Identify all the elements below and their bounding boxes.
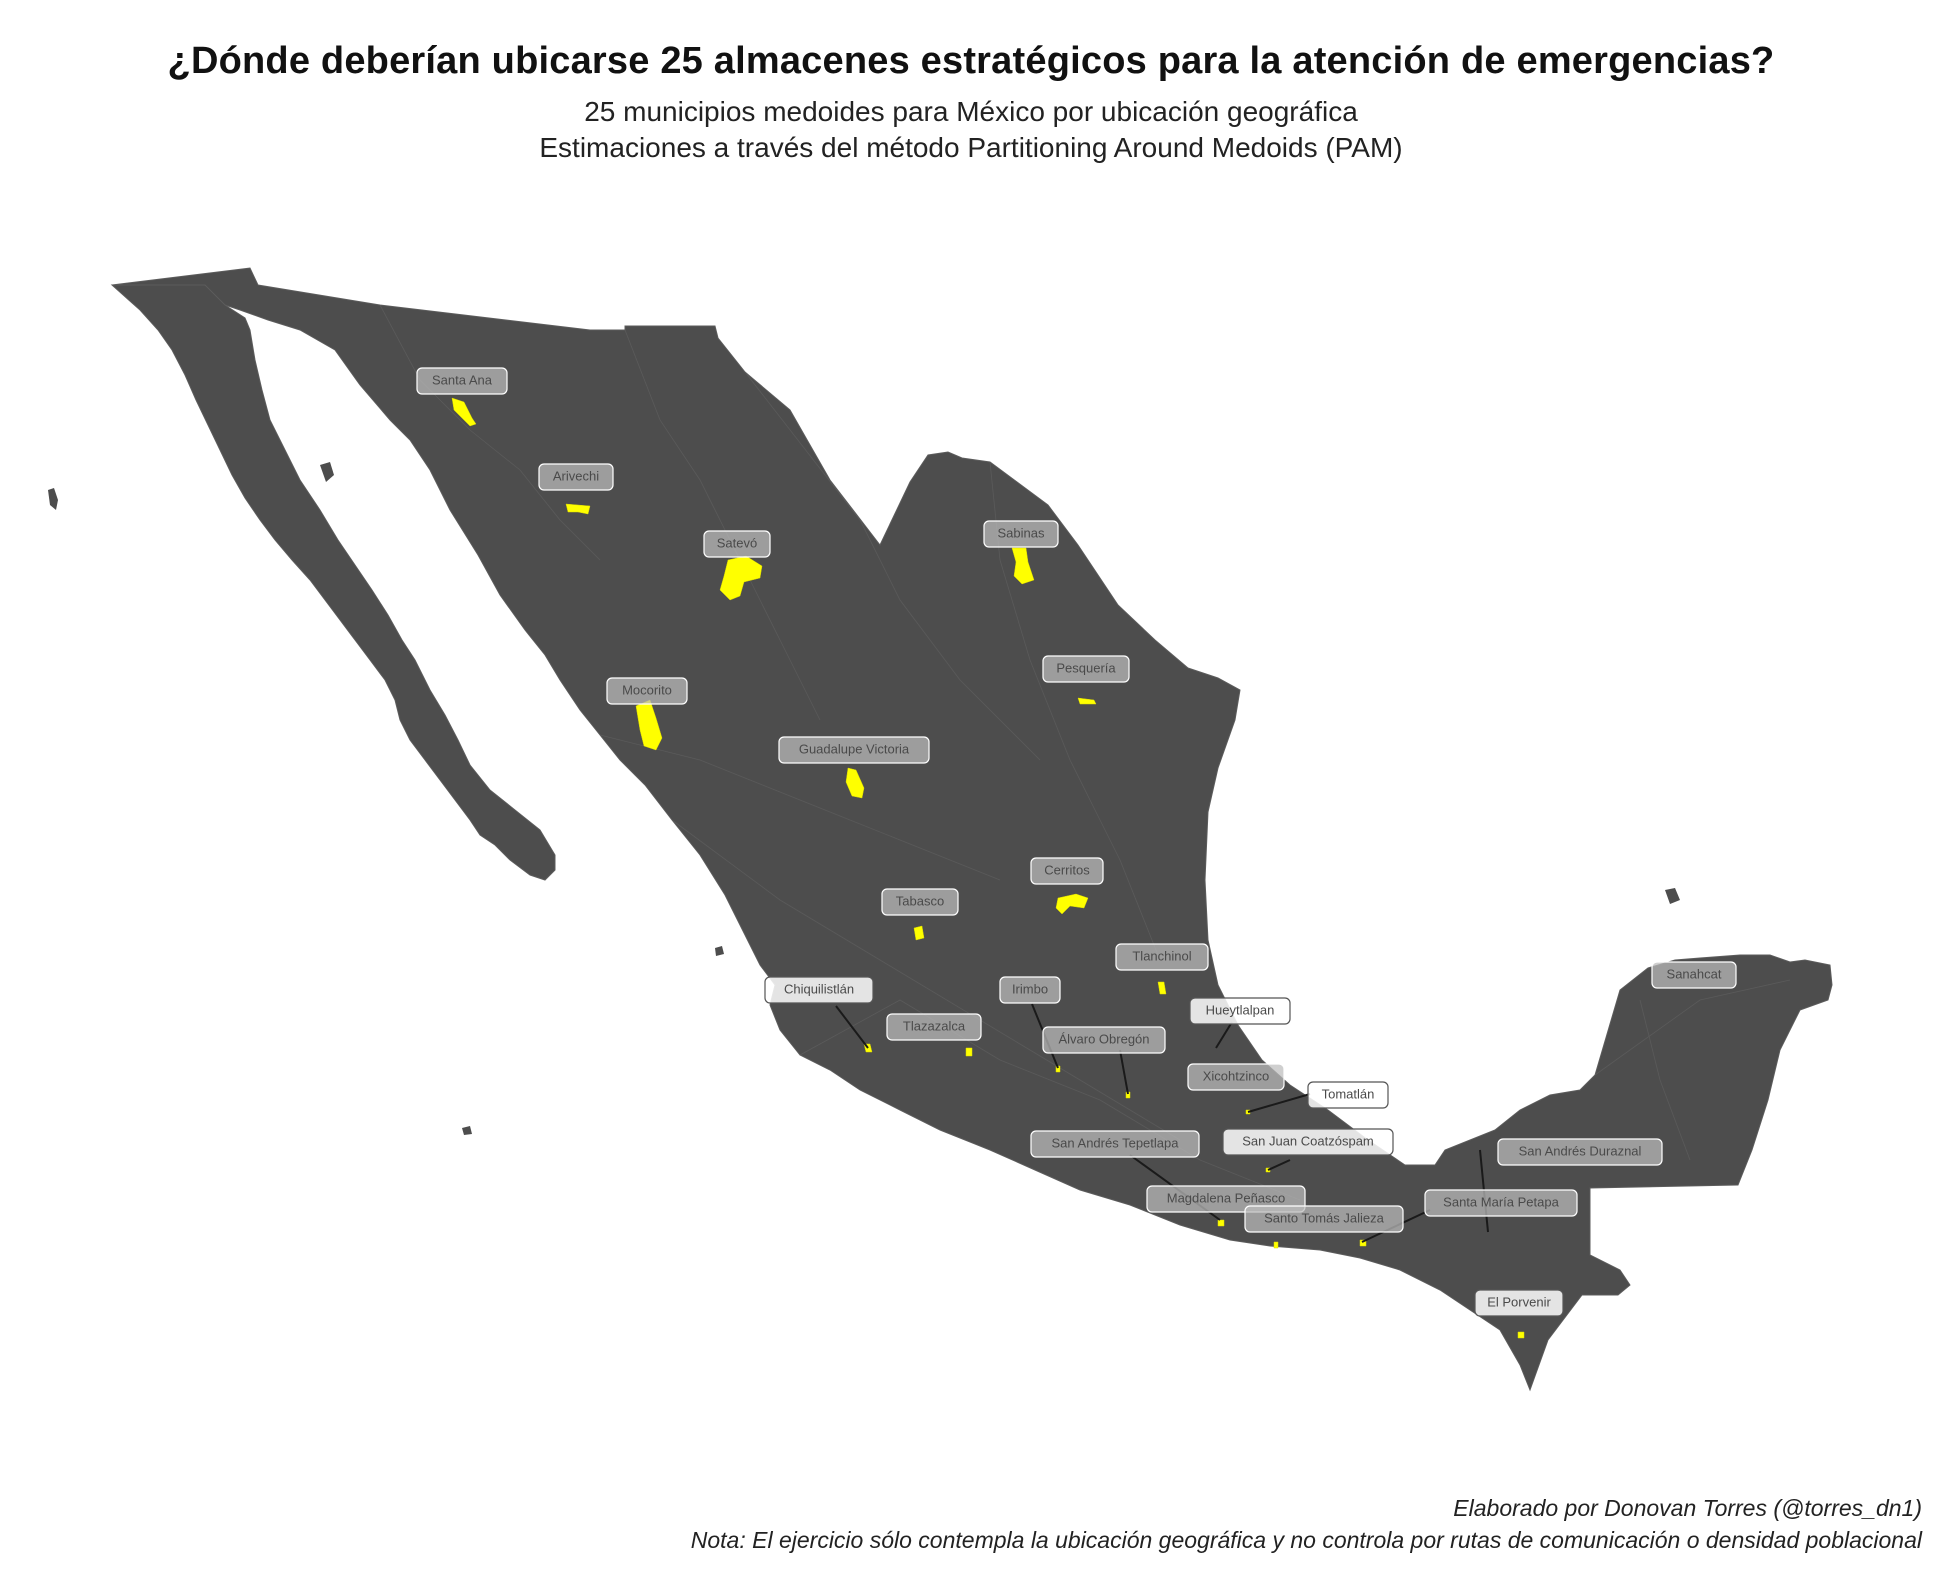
medoid-tlanchinol	[1157, 981, 1167, 995]
medoid-tabasco	[913, 925, 925, 941]
label-san-juan-coatzospam: San Juan Coatzóspam	[1222, 1128, 1394, 1156]
gulf-of-california	[258, 322, 492, 700]
label-chiquilistlan: Chiquilistlán	[764, 976, 874, 1004]
label-san-andres-tepetlapa: San Andrés Tepetlapa	[1030, 1130, 1200, 1158]
medoid-tlazazalca	[965, 1047, 973, 1057]
svg-text:Cerritos: Cerritos	[1044, 862, 1090, 877]
svg-text:Arivechi: Arivechi	[553, 468, 599, 483]
island	[462, 1126, 472, 1135]
svg-text:San Juan Coatzóspam: San Juan Coatzóspam	[1242, 1133, 1374, 1148]
svg-text:Guadalupe Victoria: Guadalupe Victoria	[799, 741, 910, 756]
label-cerritos: Cerritos	[1030, 857, 1104, 885]
medoid-municipalities	[451, 397, 1525, 1339]
island	[320, 462, 334, 482]
island	[48, 488, 58, 510]
svg-text:El Porvenir: El Porvenir	[1487, 1294, 1551, 1309]
label-arivechi: Arivechi	[538, 463, 614, 491]
svg-text:Santa Ana: Santa Ana	[432, 372, 493, 387]
label-tlanchinol: Tlanchinol	[1115, 943, 1209, 971]
author-credit: Elaborado por Donovan Torres (@torres_dn…	[1453, 1495, 1922, 1521]
svg-text:Santa María Petapa: Santa María Petapa	[1443, 1194, 1559, 1209]
svg-text:San Andrés Duraznal: San Andrés Duraznal	[1519, 1143, 1642, 1158]
medoid-santa-ana	[451, 397, 477, 427]
medoid-pesqueria	[1077, 697, 1097, 705]
svg-text:Satevó: Satevó	[717, 535, 757, 550]
medoid-el-porvenir	[1517, 1331, 1525, 1339]
label-sabinas: Sabinas	[983, 520, 1059, 548]
svg-text:Xicohtzinco: Xicohtzinco	[1203, 1068, 1269, 1083]
svg-text:Álvaro Obregón: Álvaro Obregón	[1058, 1031, 1149, 1046]
municipality-labels: Santa Ana Arivechi Satevó Sabinas Pesque…	[416, 367, 1737, 1317]
label-hueytlalpan: Hueytlalpan	[1189, 997, 1291, 1025]
medoid-santo-tomas-jalieza	[1273, 1241, 1279, 1249]
mexico-mainland	[111, 267, 1833, 1392]
label-xicohtzinco: Xicohtzinco	[1187, 1063, 1285, 1091]
label-san-andres-duraznal: San Andrés Duraznal	[1497, 1138, 1663, 1166]
svg-text:Tlazazalca: Tlazazalca	[903, 1018, 966, 1033]
label-satevo: Satevó	[703, 530, 771, 558]
island	[1665, 888, 1680, 904]
label-guadalupe-victoria: Guadalupe Victoria	[778, 736, 930, 764]
svg-text:Sabinas: Sabinas	[998, 525, 1045, 540]
label-tomatlan: Tomatlán	[1307, 1081, 1389, 1109]
label-el-porvenir: El Porvenir	[1474, 1289, 1564, 1317]
medoid-satevo	[719, 555, 763, 601]
svg-text:Tabasco: Tabasco	[896, 893, 944, 908]
svg-text:Magdalena Peñasco: Magdalena Peñasco	[1167, 1190, 1286, 1205]
svg-text:Mocorito: Mocorito	[622, 682, 672, 697]
svg-text:San Andrés Tepetlapa: San Andrés Tepetlapa	[1052, 1135, 1180, 1150]
svg-text:Irimbo: Irimbo	[1012, 981, 1048, 996]
medoid-guadalupe-victoria	[845, 767, 865, 799]
label-santa-ana: Santa Ana	[416, 367, 508, 395]
svg-text:Sanahcat: Sanahcat	[1667, 966, 1722, 981]
map-subtitle-line1: 25 municipios medoides para México por u…	[584, 96, 1358, 127]
svg-text:Hueytlalpan: Hueytlalpan	[1206, 1002, 1275, 1017]
svg-text:Santo Tomás Jalieza: Santo Tomás Jalieza	[1264, 1210, 1384, 1225]
methodology-note: Nota: El ejercicio sólo contempla la ubi…	[690, 1527, 1922, 1553]
medoid-cerritos	[1055, 893, 1089, 915]
label-santa-maria-petapa: Santa María Petapa	[1424, 1189, 1578, 1217]
label-mocorito: Mocorito	[606, 677, 688, 705]
label-tlazazalca: Tlazazalca	[886, 1013, 982, 1041]
baja-california	[110, 284, 556, 881]
label-tabasco: Tabasco	[881, 888, 959, 916]
medoid-sabinas	[1011, 547, 1035, 585]
medoid-arivechi	[565, 503, 591, 515]
svg-text:Pesquería: Pesquería	[1056, 660, 1116, 675]
svg-text:Chiquilistlán: Chiquilistlán	[784, 981, 854, 996]
svg-text:Tomatlán: Tomatlán	[1322, 1086, 1375, 1101]
label-alvaro-obregon: Álvaro Obregón	[1042, 1026, 1166, 1054]
svg-text:Tlanchinol: Tlanchinol	[1132, 948, 1191, 963]
map-title: ¿Dónde deberían ubicarse 25 almacenes es…	[167, 40, 1775, 82]
label-santo-tomas-jalieza: Santo Tomás Jalieza	[1244, 1205, 1404, 1233]
island	[715, 946, 724, 956]
label-sanahcat: Sanahcat	[1651, 961, 1737, 989]
label-irimbo: Irimbo	[999, 976, 1061, 1004]
map-subtitle-line2: Estimaciones a través del método Partiti…	[539, 132, 1403, 163]
label-pesqueria: Pesquería	[1042, 655, 1130, 683]
medoid-magdalena-penasco	[1217, 1219, 1225, 1227]
